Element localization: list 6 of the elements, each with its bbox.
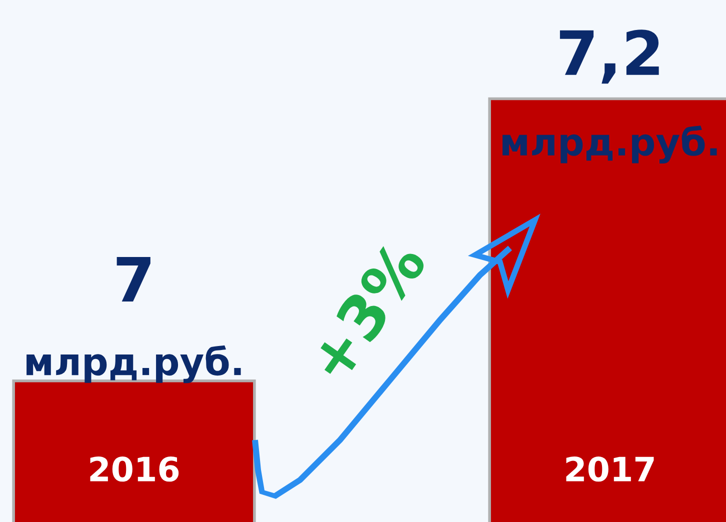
data-label: 7: [116, 256, 150, 302]
x-tick-label: 2017: [566, 456, 654, 482]
annotation: млрд.руб.: [502, 126, 717, 164]
x-tick-label: 2016: [90, 456, 179, 482]
data-label: 7,2: [560, 30, 659, 84]
annotation: млрд.руб.: [26, 345, 241, 384]
